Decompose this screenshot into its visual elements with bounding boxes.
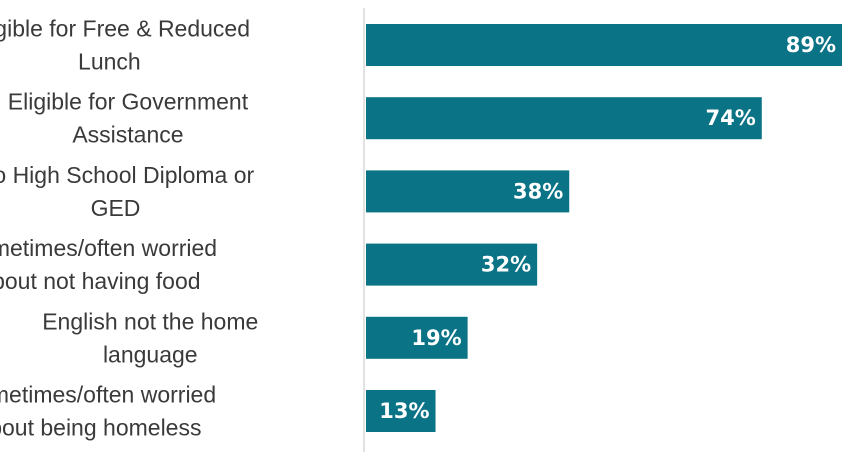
- value-label: 89%: [786, 33, 836, 57]
- value-label: 19%: [411, 326, 461, 350]
- category-label-line: Eligible for Free & Reduced: [0, 16, 250, 42]
- value-label: 13%: [379, 399, 429, 423]
- category-label-line: Assistance: [72, 122, 183, 148]
- category-label-line: about not having food: [0, 268, 201, 294]
- category-label-line: Eligible for Government: [8, 89, 249, 115]
- value-label: 32%: [481, 253, 531, 277]
- category-label-line: GED: [91, 195, 141, 221]
- bar: [366, 243, 538, 286]
- category-label: Sometimes/often worried about being homel…: [0, 382, 216, 441]
- category-label: Eligible for Free & Reduced Lunch: [0, 16, 250, 75]
- category-label-line: language: [103, 341, 198, 367]
- bar: [366, 97, 762, 140]
- category-label-line: Sometimes/often worried: [0, 235, 217, 261]
- category-label: Sometimes/often worried about not having …: [0, 235, 217, 294]
- category-label: English not the home language: [42, 308, 258, 367]
- category-label-line: Lunch: [78, 49, 141, 75]
- category-label-line: English not the home: [42, 308, 258, 334]
- bars-group: 89% 74% 38% 32% 19% 13%: [366, 24, 842, 432]
- bar: [366, 390, 436, 432]
- category-label-line: No High School Diploma or: [0, 162, 255, 188]
- value-label: 38%: [513, 179, 563, 203]
- category-label-line: about being homeless: [0, 415, 201, 441]
- bar: [366, 316, 468, 359]
- value-label: 74%: [706, 106, 756, 130]
- category-labels-group: Eligible for Free & ReducedLunchEligible…: [0, 16, 258, 441]
- category-label-line: Sometimes/often worried: [0, 382, 216, 408]
- category-label: Eligible for Government Assistance: [8, 89, 249, 148]
- bar: [366, 170, 570, 213]
- category-label: No High School Diploma or GED: [0, 162, 255, 221]
- bar: [366, 24, 842, 66]
